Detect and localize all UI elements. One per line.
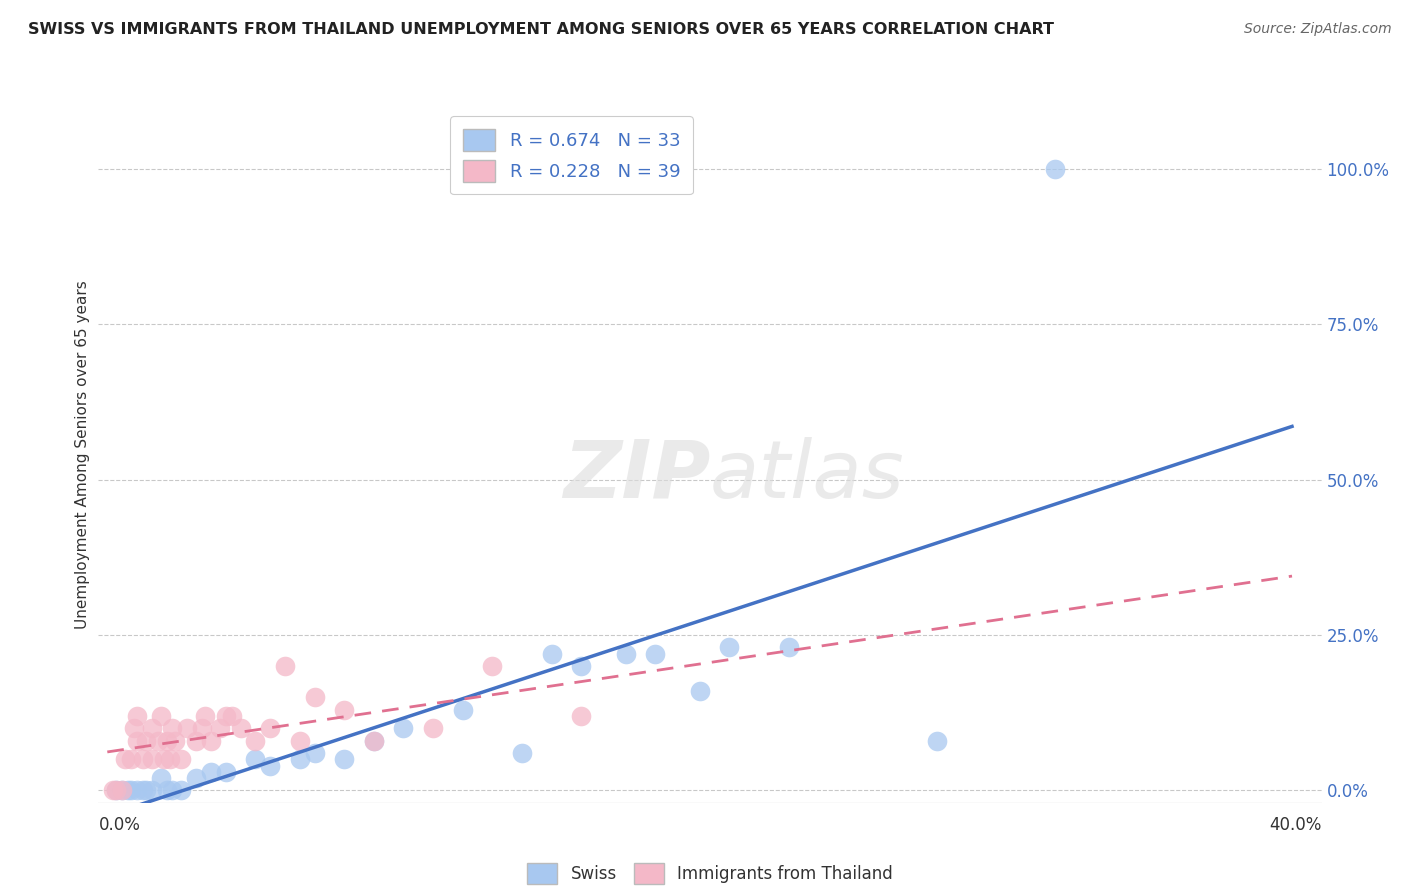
Point: [1043, 162, 1066, 177]
Point: [125, 708, 148, 723]
Point: [117, 783, 139, 797]
Point: [176, 721, 198, 735]
Point: [274, 659, 297, 673]
Point: [162, 783, 184, 797]
Legend: Swiss, Immigrants from Thailand: Swiss, Immigrants from Thailand: [519, 855, 901, 892]
Point: [451, 703, 474, 717]
Point: [141, 783, 163, 797]
Point: [569, 708, 592, 723]
Point: [141, 721, 163, 735]
Point: [363, 733, 385, 747]
Point: [718, 640, 741, 655]
Point: [105, 783, 128, 797]
Y-axis label: Unemployment Among Seniors over 65 years: Unemployment Among Seniors over 65 years: [75, 281, 90, 629]
Point: [333, 703, 356, 717]
Point: [778, 640, 800, 655]
Point: [155, 783, 177, 797]
Point: [191, 721, 214, 735]
Point: [149, 708, 172, 723]
Point: [125, 733, 148, 747]
Point: [259, 721, 281, 735]
Point: [186, 733, 208, 747]
Point: [125, 783, 148, 797]
Point: [132, 752, 155, 766]
Point: [141, 752, 163, 766]
Point: [194, 708, 217, 723]
Point: [644, 647, 666, 661]
Point: [165, 733, 187, 747]
Point: [614, 647, 637, 661]
Point: [200, 764, 222, 779]
Point: [481, 659, 503, 673]
Point: [120, 783, 142, 797]
Point: [259, 758, 281, 772]
Text: 40.0%: 40.0%: [1270, 816, 1322, 834]
Point: [304, 690, 326, 705]
Point: [333, 752, 356, 766]
Point: [200, 733, 222, 747]
Point: [245, 733, 267, 747]
Point: [208, 721, 231, 735]
Point: [288, 733, 311, 747]
Point: [510, 746, 533, 760]
Point: [149, 771, 172, 785]
Point: [132, 783, 155, 797]
Point: [152, 752, 174, 766]
Point: [103, 783, 125, 797]
Point: [146, 733, 169, 747]
Point: [159, 752, 181, 766]
Point: [363, 733, 385, 747]
Point: [155, 733, 177, 747]
Text: 0.0%: 0.0%: [98, 816, 141, 834]
Point: [689, 684, 711, 698]
Point: [105, 783, 128, 797]
Point: [114, 752, 136, 766]
Point: [170, 783, 193, 797]
Point: [925, 733, 948, 747]
Point: [162, 721, 184, 735]
Text: SWISS VS IMMIGRANTS FROM THAILAND UNEMPLOYMENT AMONG SENIORS OVER 65 YEARS CORRE: SWISS VS IMMIGRANTS FROM THAILAND UNEMPL…: [28, 22, 1054, 37]
Point: [111, 783, 134, 797]
Point: [288, 752, 311, 766]
Point: [392, 721, 415, 735]
Text: Source: ZipAtlas.com: Source: ZipAtlas.com: [1244, 22, 1392, 37]
Point: [111, 783, 134, 797]
Point: [135, 783, 157, 797]
Text: ZIP: ZIP: [562, 437, 710, 515]
Point: [569, 659, 592, 673]
Point: [304, 746, 326, 760]
Point: [422, 721, 444, 735]
Point: [221, 708, 243, 723]
Point: [229, 721, 252, 735]
Point: [215, 708, 238, 723]
Point: [122, 721, 145, 735]
Point: [186, 771, 208, 785]
Point: [215, 764, 238, 779]
Point: [245, 752, 267, 766]
Point: [170, 752, 193, 766]
Point: [120, 752, 142, 766]
Text: atlas: atlas: [710, 437, 905, 515]
Point: [540, 647, 562, 661]
Point: [135, 733, 157, 747]
